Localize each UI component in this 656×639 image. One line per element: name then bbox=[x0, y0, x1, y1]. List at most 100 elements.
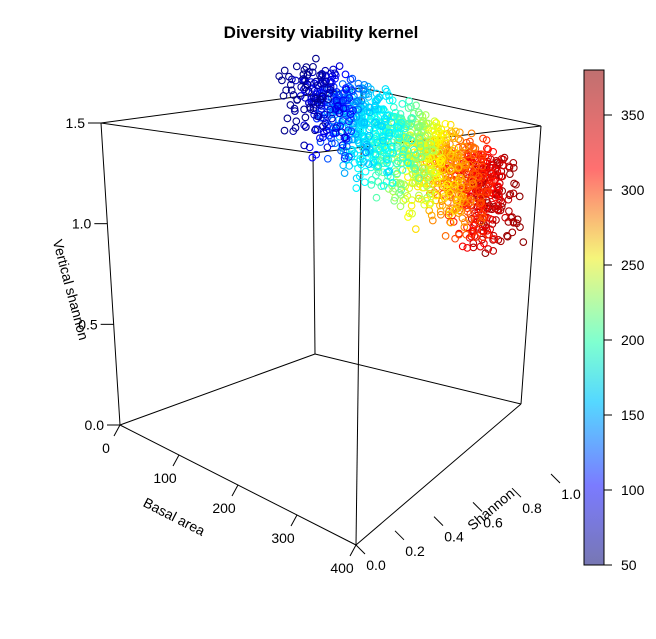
scatter-point bbox=[455, 230, 463, 239]
scatter-point bbox=[509, 189, 518, 198]
scatter-point bbox=[335, 109, 344, 118]
scatter-point bbox=[443, 130, 451, 138]
scatter-point bbox=[512, 219, 521, 228]
scatter-point bbox=[360, 81, 369, 89]
y-tick-label: 0.8 bbox=[522, 500, 542, 516]
scatter-point bbox=[470, 215, 479, 224]
scatter-point bbox=[389, 149, 397, 157]
scatter-point bbox=[317, 73, 326, 81]
scatter-point bbox=[408, 196, 416, 204]
scatter-point bbox=[408, 209, 416, 218]
scatter-point bbox=[449, 218, 458, 226]
scatter-point bbox=[476, 194, 485, 202]
scatter-point bbox=[473, 225, 482, 234]
scatter-point bbox=[458, 157, 467, 166]
scatter-point bbox=[363, 152, 372, 161]
scatter-point bbox=[414, 108, 423, 117]
scatter-point bbox=[346, 110, 355, 119]
scatter-point bbox=[503, 231, 511, 240]
scatter-point bbox=[390, 196, 399, 205]
scatter-point bbox=[338, 141, 347, 149]
scatter-point bbox=[385, 167, 394, 175]
scatter-point bbox=[482, 136, 491, 144]
scatter-point bbox=[361, 148, 370, 157]
scatter-point bbox=[499, 155, 508, 164]
scatter-point bbox=[423, 146, 431, 155]
scatter-point bbox=[293, 95, 302, 104]
x-tick bbox=[231, 484, 239, 497]
scatter-point bbox=[509, 218, 518, 227]
scatter-point bbox=[405, 97, 413, 105]
scatter-point bbox=[455, 149, 463, 158]
scatter-point bbox=[352, 184, 361, 192]
box-edge bbox=[312, 152, 316, 355]
scatter-point bbox=[441, 232, 450, 240]
scatter-point bbox=[465, 215, 473, 224]
scatter-point bbox=[332, 124, 340, 132]
scatter-point bbox=[286, 80, 295, 89]
scatter-point bbox=[411, 165, 420, 174]
scatter-point bbox=[426, 186, 435, 195]
scatter-point bbox=[398, 166, 407, 174]
scatter-point bbox=[312, 150, 321, 159]
z-tick-label: 1.5 bbox=[66, 115, 86, 131]
scatter-point bbox=[326, 77, 335, 85]
scatter-point bbox=[312, 125, 320, 133]
scatter-point bbox=[468, 179, 477, 188]
scatter-point bbox=[441, 119, 450, 128]
scatter-point bbox=[405, 209, 414, 218]
scatter-point bbox=[467, 129, 476, 138]
scatter-point bbox=[340, 169, 349, 177]
scatter-point bbox=[300, 141, 309, 150]
scatter-point bbox=[391, 108, 400, 117]
scatter-point bbox=[469, 180, 478, 189]
box-edge bbox=[355, 403, 522, 546]
scatter-point bbox=[445, 210, 454, 218]
scatter-point bbox=[345, 117, 353, 126]
colorbar-tick-label: 200 bbox=[621, 332, 645, 348]
scatter-point bbox=[416, 134, 424, 142]
colorbar: 50 100 150 200 250 300 350 bbox=[583, 69, 645, 573]
x-tick bbox=[172, 454, 180, 467]
scatter-point bbox=[427, 139, 436, 148]
scatter-point bbox=[422, 119, 431, 128]
scatter-point bbox=[415, 191, 423, 200]
scatter-point bbox=[311, 94, 320, 103]
scatter-point bbox=[504, 195, 513, 204]
scatter-point bbox=[458, 178, 466, 187]
scatter-point bbox=[460, 142, 469, 151]
scatter-point bbox=[331, 139, 339, 148]
colorbar-tick-label: 100 bbox=[621, 482, 645, 498]
scatter-point bbox=[381, 85, 390, 93]
y-tick-label: 0.0 bbox=[366, 557, 386, 573]
scatter-point bbox=[458, 242, 467, 251]
scatter-point bbox=[282, 86, 290, 95]
scatter-point bbox=[427, 164, 436, 173]
scatter-point bbox=[484, 188, 492, 196]
colorbar-gradient bbox=[583, 69, 605, 566]
scatter-point bbox=[355, 139, 363, 148]
scatter-point bbox=[486, 169, 495, 177]
scatter-point bbox=[467, 196, 475, 204]
scatter-point bbox=[409, 145, 418, 154]
scatter-point bbox=[466, 137, 474, 146]
scatter-point bbox=[468, 226, 477, 235]
scatter-point bbox=[461, 159, 470, 168]
scatter-point bbox=[374, 168, 383, 176]
scatter-point bbox=[496, 237, 505, 246]
scatter-point bbox=[385, 132, 394, 140]
scatter-point bbox=[375, 93, 383, 102]
scatter-point bbox=[407, 201, 416, 210]
scatter-point bbox=[393, 169, 402, 178]
scatter-point bbox=[367, 181, 376, 189]
scatter-point bbox=[292, 62, 301, 71]
scatter-point bbox=[415, 138, 423, 147]
scatter-point bbox=[435, 172, 444, 181]
scatter-point bbox=[459, 143, 467, 152]
scatter-point bbox=[301, 83, 310, 92]
scatter-point bbox=[474, 172, 483, 181]
scatter-point bbox=[323, 98, 331, 107]
scatter-point bbox=[505, 191, 514, 200]
scatter-point bbox=[396, 190, 405, 199]
z-tick-label: 0.5 bbox=[78, 316, 98, 332]
